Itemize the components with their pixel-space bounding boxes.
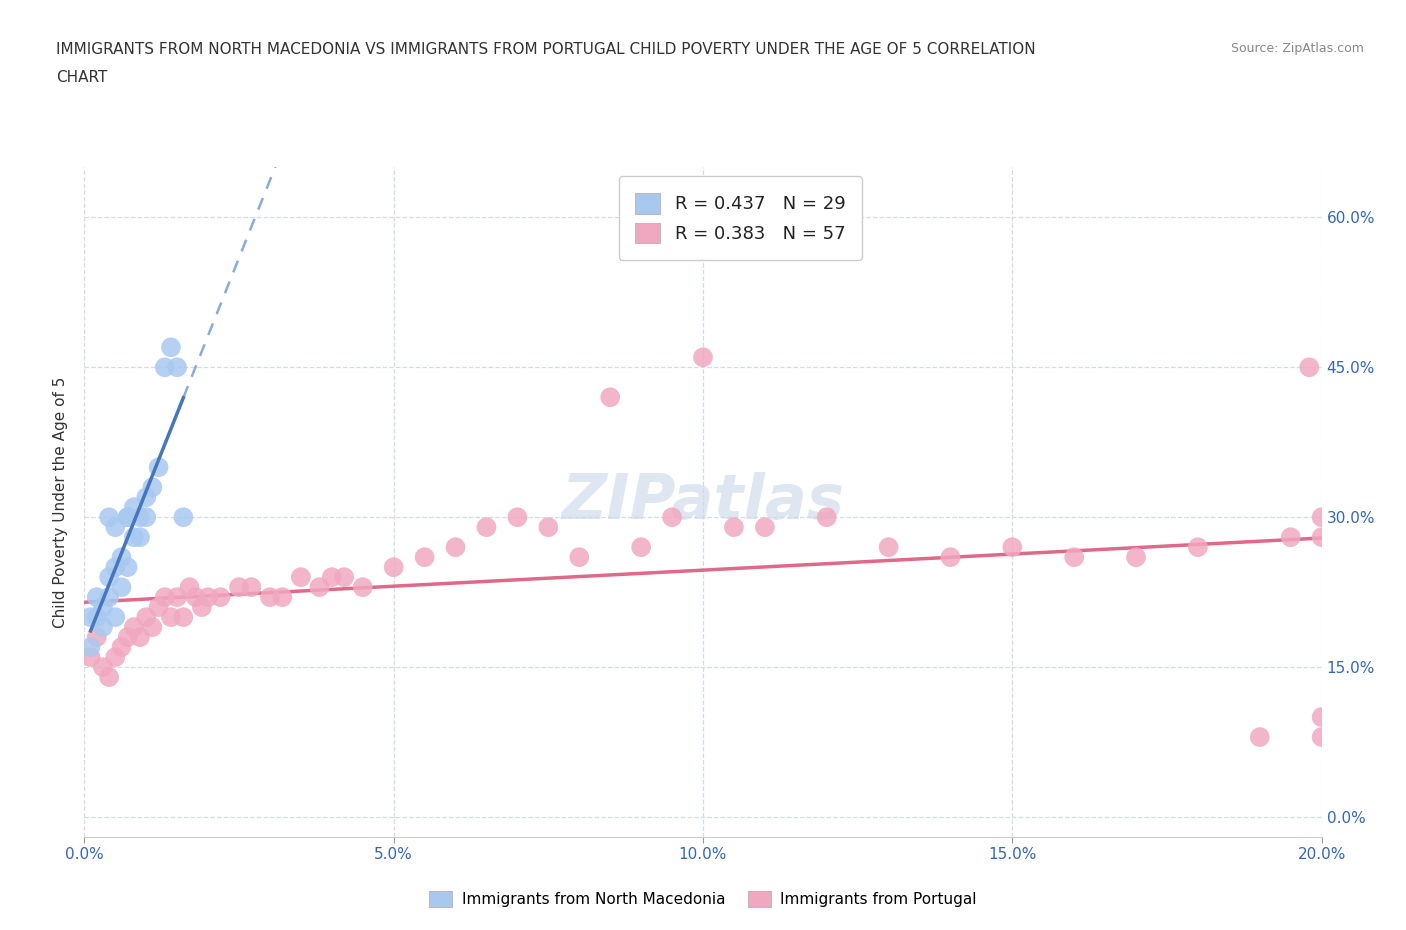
Point xyxy=(104,650,127,665)
Point xyxy=(79,640,101,655)
Point xyxy=(153,360,176,375)
Point xyxy=(98,510,121,525)
Point xyxy=(117,560,139,575)
Point xyxy=(135,510,157,525)
Point xyxy=(599,390,621,405)
Point xyxy=(129,530,152,545)
Point xyxy=(1249,730,1271,745)
Point xyxy=(110,550,132,565)
Point xyxy=(630,539,652,554)
Point xyxy=(506,510,529,525)
Point xyxy=(122,530,145,545)
Point xyxy=(86,610,108,625)
Point xyxy=(184,590,207,604)
Y-axis label: Child Poverty Under the Age of 5: Child Poverty Under the Age of 5 xyxy=(53,377,69,628)
Point xyxy=(413,550,436,565)
Point xyxy=(98,570,121,585)
Point xyxy=(172,610,194,625)
Point xyxy=(1125,550,1147,565)
Point xyxy=(333,570,356,585)
Point xyxy=(191,600,214,615)
Point xyxy=(352,579,374,594)
Point xyxy=(228,579,250,594)
Point xyxy=(1298,360,1320,375)
Point xyxy=(1279,530,1302,545)
Point xyxy=(117,510,139,525)
Point xyxy=(148,459,170,474)
Point xyxy=(271,590,294,604)
Point xyxy=(166,360,188,375)
Point xyxy=(104,520,127,535)
Point xyxy=(475,520,498,535)
Point xyxy=(444,539,467,554)
Point xyxy=(197,590,219,604)
Point xyxy=(1187,539,1209,554)
Point xyxy=(98,590,121,604)
Point xyxy=(153,590,176,604)
Point xyxy=(148,600,170,615)
Point xyxy=(568,550,591,565)
Point xyxy=(141,619,163,634)
Point xyxy=(209,590,232,604)
Legend: Immigrants from North Macedonia, Immigrants from Portugal: Immigrants from North Macedonia, Immigra… xyxy=(423,884,983,913)
Point xyxy=(86,630,108,644)
Point xyxy=(122,619,145,634)
Point xyxy=(86,590,108,604)
Legend: R = 0.437   N = 29, R = 0.383   N = 57: R = 0.437 N = 29, R = 0.383 N = 57 xyxy=(619,177,862,259)
Point xyxy=(1310,710,1333,724)
Text: ZIPatlas: ZIPatlas xyxy=(561,472,845,532)
Point xyxy=(382,560,405,575)
Point xyxy=(1310,730,1333,745)
Point xyxy=(321,570,343,585)
Point xyxy=(723,520,745,535)
Point xyxy=(877,539,900,554)
Point xyxy=(104,560,127,575)
Point xyxy=(129,630,152,644)
Point xyxy=(240,579,263,594)
Point xyxy=(754,520,776,535)
Point xyxy=(79,650,101,665)
Point xyxy=(308,579,330,594)
Point xyxy=(661,510,683,525)
Point xyxy=(290,570,312,585)
Point xyxy=(110,640,132,655)
Point xyxy=(537,520,560,535)
Text: IMMIGRANTS FROM NORTH MACEDONIA VS IMMIGRANTS FROM PORTUGAL CHILD POVERTY UNDER : IMMIGRANTS FROM NORTH MACEDONIA VS IMMIG… xyxy=(56,42,1036,57)
Point xyxy=(692,350,714,365)
Point xyxy=(259,590,281,604)
Point xyxy=(1310,510,1333,525)
Point xyxy=(135,490,157,505)
Point xyxy=(117,630,139,644)
Text: Source: ZipAtlas.com: Source: ZipAtlas.com xyxy=(1230,42,1364,55)
Point xyxy=(1063,550,1085,565)
Point xyxy=(141,480,163,495)
Point xyxy=(117,510,139,525)
Point xyxy=(1310,530,1333,545)
Point xyxy=(160,339,183,354)
Point xyxy=(91,659,114,674)
Point xyxy=(939,550,962,565)
Point xyxy=(91,600,114,615)
Point xyxy=(179,579,201,594)
Point xyxy=(79,610,101,625)
Point xyxy=(166,590,188,604)
Point xyxy=(815,510,838,525)
Point xyxy=(1001,539,1024,554)
Point xyxy=(172,510,194,525)
Text: CHART: CHART xyxy=(56,70,108,85)
Point xyxy=(91,619,114,634)
Point xyxy=(129,510,152,525)
Point xyxy=(160,610,183,625)
Point xyxy=(110,579,132,594)
Point xyxy=(135,610,157,625)
Point xyxy=(104,610,127,625)
Point xyxy=(122,499,145,514)
Point xyxy=(98,670,121,684)
